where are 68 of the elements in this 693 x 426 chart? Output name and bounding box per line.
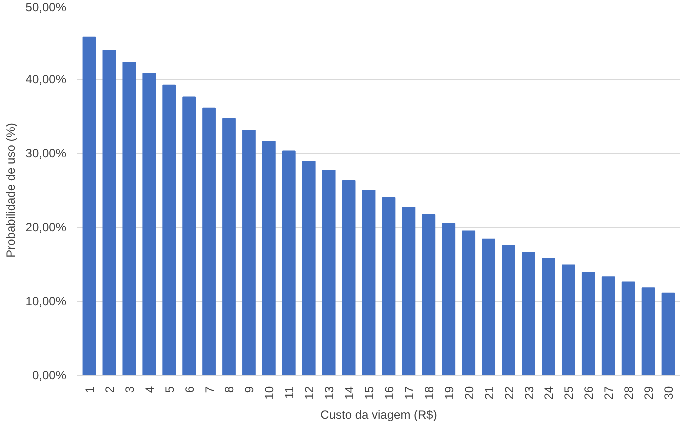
bar xyxy=(582,272,596,376)
x-tick-label: 28 xyxy=(622,386,636,400)
bar xyxy=(142,73,156,376)
y-tick-label: 30,00% xyxy=(26,146,67,160)
x-tick-label: 26 xyxy=(582,386,596,400)
bar xyxy=(442,223,456,376)
x-tick-label: 7 xyxy=(202,386,217,394)
x-tick-label: 25 xyxy=(562,386,576,400)
x-tick-label: 22 xyxy=(502,386,516,400)
bar xyxy=(222,118,236,376)
bar xyxy=(622,282,636,376)
bar xyxy=(422,214,436,376)
x-tick-label: 15 xyxy=(362,386,377,400)
bar xyxy=(82,36,96,376)
bar xyxy=(482,238,496,376)
bar xyxy=(202,108,216,376)
x-tick-label: 5 xyxy=(162,386,177,394)
y-axis-title: Probabilidade de uso (%) xyxy=(4,123,18,258)
bar xyxy=(322,170,336,376)
bar xyxy=(282,150,296,376)
x-tick-label: 12 xyxy=(302,386,317,400)
bar xyxy=(402,207,416,376)
bar xyxy=(502,246,516,376)
x-tick-label: 29 xyxy=(642,386,656,400)
x-tick-label: 13 xyxy=(322,386,337,400)
y-tick-label: 40,00% xyxy=(26,72,67,86)
x-tick-label: 6 xyxy=(182,386,197,394)
bar xyxy=(342,180,356,376)
x-tick-label: 1 xyxy=(82,386,97,394)
x-tick-label: 10 xyxy=(262,386,277,400)
x-tick-label: 3 xyxy=(122,386,137,394)
y-tick-label: 50,00% xyxy=(26,0,67,14)
x-tick-label: 27 xyxy=(602,386,616,400)
bar xyxy=(562,264,576,376)
bar xyxy=(662,292,676,376)
x-tick-label: 18 xyxy=(422,386,436,400)
x-tick-label: 11 xyxy=(282,386,297,399)
x-tick-label: 2 xyxy=(102,386,117,394)
x-tick-label: 24 xyxy=(542,386,556,400)
bar xyxy=(102,50,116,376)
bar xyxy=(602,276,616,376)
x-tick-label: 8 xyxy=(222,386,237,394)
bar xyxy=(262,141,276,376)
bar xyxy=(242,130,256,376)
bar xyxy=(362,190,376,376)
x-tick-label: 14 xyxy=(342,386,357,400)
y-tick-label: 10,00% xyxy=(26,294,67,308)
bar xyxy=(182,96,196,376)
bar xyxy=(522,252,536,376)
x-tick-label: 23 xyxy=(522,386,536,400)
bar xyxy=(462,230,476,376)
bar xyxy=(302,161,316,376)
x-tick-label: 21 xyxy=(482,386,496,400)
x-tick-label: 19 xyxy=(442,386,456,400)
bar xyxy=(382,197,396,376)
y-tick-label: 20,00% xyxy=(26,220,67,234)
x-tick-label: 30 xyxy=(662,386,676,400)
x-tick-label: 9 xyxy=(242,386,257,394)
y-tick-label: 0,00% xyxy=(32,368,67,382)
x-tick-label: 20 xyxy=(462,386,476,400)
x-axis-title: Custo da viagem (R$) xyxy=(320,408,438,422)
bar xyxy=(162,84,176,376)
bar xyxy=(542,258,556,376)
bar xyxy=(642,288,656,376)
x-tick-label: 17 xyxy=(402,386,416,400)
bar xyxy=(122,62,136,376)
x-tick-label: 16 xyxy=(382,386,396,400)
x-tick-label: 4 xyxy=(142,386,157,394)
